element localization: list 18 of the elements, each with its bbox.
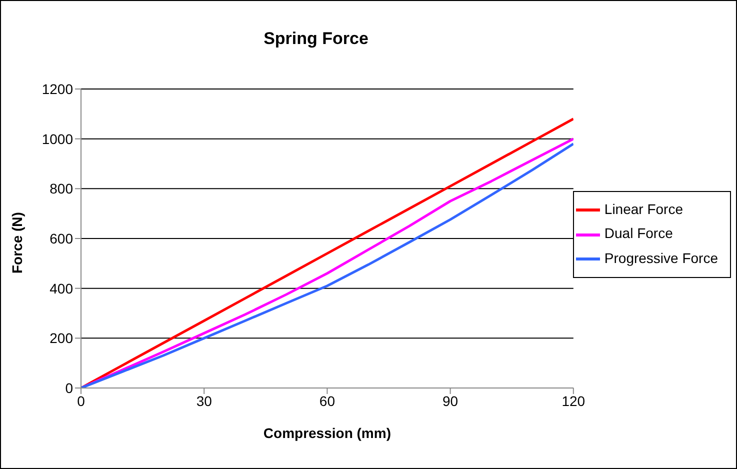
x-tick-label: 120 <box>562 392 586 409</box>
y-tick-label: 1200 <box>42 80 74 97</box>
y-tick-label: 600 <box>50 230 74 246</box>
x-tick-label: 0 <box>77 392 86 409</box>
x-tick-label: 90 <box>442 392 458 409</box>
y-axis-title: Force (N) <box>8 212 25 274</box>
x-tick-label: 60 <box>319 392 336 409</box>
x-axis-title: Compression (mm) <box>263 425 391 441</box>
y-tick-label: 0 <box>65 380 74 396</box>
legend-label: Linear Force <box>604 201 683 218</box>
y-tick-label: 800 <box>50 180 74 197</box>
y-tick-label: 400 <box>50 280 74 296</box>
chart-title: Spring Force <box>262 29 370 49</box>
y-tick-label: 1000 <box>42 130 74 147</box>
legend-label: Progressive Force <box>604 250 718 266</box>
y-tick-label: 200 <box>50 330 74 346</box>
legend-label: Dual Force <box>604 225 673 242</box>
x-tick-label: 30 <box>196 392 212 409</box>
